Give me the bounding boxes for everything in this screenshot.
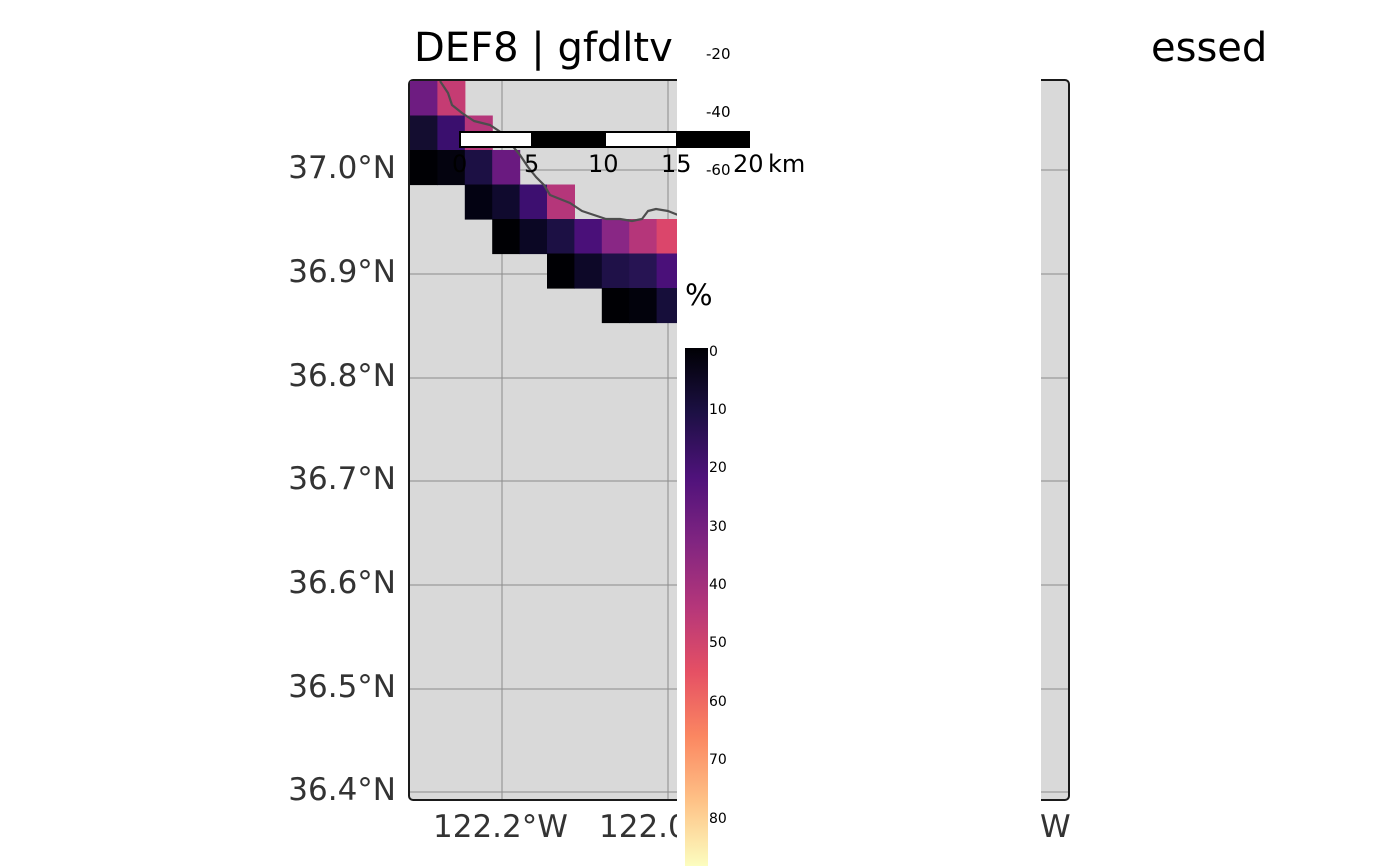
legend-tick: 0 — [709, 344, 718, 360]
legend-tick: 70 — [709, 752, 727, 768]
raster-cell — [574, 219, 603, 255]
legend-tick: 10 — [709, 402, 727, 418]
raster-cell — [492, 219, 521, 255]
scale-label: 5 — [524, 150, 540, 178]
raster-cell — [601, 219, 630, 255]
raster-cell — [629, 219, 658, 255]
legend-tick: 20 — [709, 460, 727, 476]
coastline — [439, 81, 687, 223]
title-text: DEF8 | gfdltv — [414, 25, 673, 71]
scale-label: 0 — [452, 150, 468, 178]
raster-cell — [464, 184, 493, 220]
raster-cell — [574, 253, 603, 289]
y-tick-label: 36.8°N — [288, 358, 396, 394]
small-tick: -60 — [706, 161, 731, 179]
x-tick-label: 122.0 — [599, 809, 688, 845]
raster-cell — [547, 184, 575, 220]
legend-tick: 80 — [709, 811, 727, 827]
scale-label: 20 — [733, 150, 764, 178]
y-tick-label: 36.9°N — [288, 254, 396, 290]
legend-tick: 30 — [709, 519, 727, 535]
legend-tick: 60 — [709, 694, 727, 710]
scale-bar — [459, 131, 750, 148]
raster-cell — [410, 81, 438, 117]
legend-tick: 50 — [709, 635, 727, 651]
raster-cell — [629, 253, 658, 289]
y-tick-label: 36.7°N — [288, 461, 396, 497]
raster-cell — [464, 150, 493, 186]
scale-label: 10 — [588, 150, 619, 178]
raster-cell — [437, 150, 466, 186]
raster-cell — [410, 115, 438, 151]
scale-unit: km — [768, 150, 806, 178]
raster-cell — [629, 288, 658, 324]
legend-title: % — [685, 278, 713, 312]
y-tick-label: 36.5°N — [288, 669, 396, 705]
raster-cell — [410, 150, 438, 186]
y-tick-label: 36.4°N — [288, 772, 396, 808]
raster-cell — [519, 219, 548, 255]
raster-cell — [601, 288, 630, 324]
x-tick-label: 122.2°W — [433, 809, 568, 845]
raster-cell — [437, 81, 466, 117]
title-suffix: essed — [1151, 25, 1268, 71]
x-tick-label: W — [1040, 809, 1071, 845]
raster-cell — [601, 253, 630, 289]
y-tick-label: 36.6°N — [288, 565, 396, 601]
small-tick: -20 — [706, 45, 731, 63]
scale-label: 15 — [661, 150, 692, 178]
raster-cell — [547, 253, 575, 289]
raster-cell — [547, 219, 575, 255]
map-title: DEF8 | gfdltv essed — [414, 24, 1267, 72]
raster-cell — [492, 184, 521, 220]
legend-colorbar — [685, 348, 708, 866]
raster-cell — [492, 150, 521, 186]
small-tick: -40 — [706, 103, 731, 121]
raster-cell — [519, 184, 548, 220]
legend-tick: 40 — [709, 577, 727, 593]
y-tick-label: 37.0°N — [288, 150, 396, 186]
